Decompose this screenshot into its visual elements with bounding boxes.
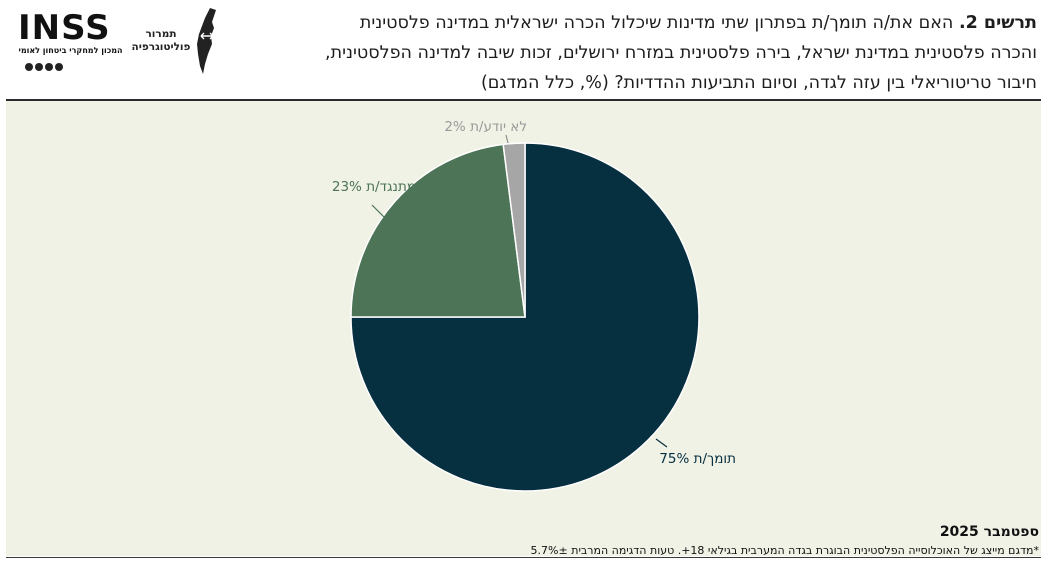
pie-slice — [350, 143, 526, 318]
plot-area: 75% תומך/ת 23% מתנגד/ת 2% לא יודע/ת — [6, 101, 1041, 556]
data-label: 2% לא יודע/ת — [444, 119, 527, 135]
tamrur-logo-text: תמרור פוליטוגרפיה — [130, 28, 192, 54]
chart-title-number: תרשים 2. — [958, 13, 1037, 33]
chart-title-line-3: חיבור טריטוריאלי בין עזה לגדה, וסיום התב… — [480, 73, 1037, 93]
map-icon — [197, 8, 216, 74]
chart-title-line-2: והכרה פלסטינית במדינת ישראל, בירה פלסטינ… — [325, 43, 1037, 63]
data-label: 23% מתנגד/ת — [332, 179, 416, 195]
survey-date: ספטמבר 2025 — [939, 524, 1039, 540]
tamrur-logo: תמרור פוליטוגרפיה — [130, 6, 225, 76]
inss-logo-word: INSS — [18, 8, 111, 48]
tamrur-logo-line-1: תמרור — [145, 28, 177, 40]
social-icon — [55, 63, 63, 71]
social-icons — [25, 63, 63, 71]
sample-note: *מדגם מייצג של האוכלוסייה הפלסטינית הבוג… — [530, 544, 1039, 557]
inss-logo: INSS המכון למחקרי ביטחון לאומי — [18, 8, 123, 74]
social-icon — [25, 63, 33, 71]
leader-line — [655, 438, 668, 448]
leader-line — [505, 134, 509, 144]
pie-slice — [502, 142, 526, 318]
data-label: 75% תומך/ת — [659, 451, 736, 467]
footer-divider — [6, 557, 1041, 558]
header: תרשים 2. האם את/ה תומך/ת בפתרון שתי מדינ… — [0, 0, 1047, 100]
social-icon — [45, 63, 53, 71]
chart-title-line-1: האם את/ה תומך/ת בפתרון שתי מדינות שיכלול… — [359, 13, 954, 33]
tamrur-logo-line-2: פוליטוגרפיה — [131, 41, 191, 53]
header-divider — [6, 99, 1041, 101]
inss-logo-subtitle: המכון למחקרי ביטחון לאומי — [18, 46, 123, 55]
social-icon — [35, 63, 43, 71]
chart-title: תרשים 2. האם את/ה תומך/ת בפתרון שתי מדינ… — [317, 8, 1037, 98]
leader-line — [371, 204, 385, 218]
pie-chart: 75% תומך/ת 23% מתנגד/ת 2% לא יודע/ת — [332, 119, 736, 492]
